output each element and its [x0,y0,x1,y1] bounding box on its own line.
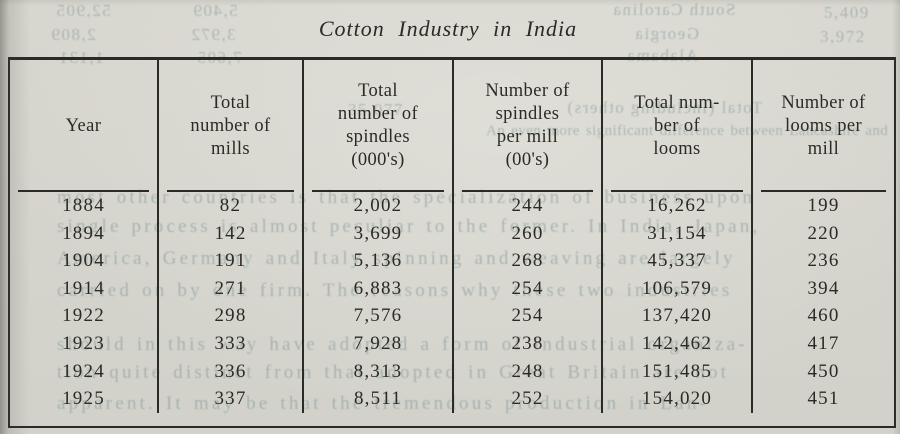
table-cell: 82 [159,192,304,220]
table-cell: 1922 [10,302,159,330]
table-cell: 298 [159,302,304,330]
table-cell: 142,462 [603,329,753,358]
table-cell: 1894 [10,219,159,248]
header-cell-total-mills: Total number of mills [159,60,304,192]
bleed-text: 35,077 [348,100,404,119]
table-cell: 31,154 [603,219,753,248]
table-cell: 7,928 [304,329,454,358]
table-cell: 106,579 [603,274,753,303]
table-cell: 8,313 [304,357,454,386]
header-cell-looms-per-mill: Number of looms per mill [753,60,894,192]
table-cell: 3,699 [304,219,454,248]
table-cell: 271 [159,274,304,303]
ghost-paragraph-line: apparent. It may be that the tremendous … [57,393,710,414]
table-cell: 1904 [10,247,159,275]
table-cell: 238 [454,329,603,358]
table-cell: 5,136 [304,247,454,275]
table-cell: 336 [159,357,304,386]
table-row: 1922 298 7,576 254 137,420 460 [10,302,894,330]
table-row: 1904 191 5,136 268 45,337 236 [10,247,894,275]
table-cell: 333 [159,329,304,358]
table-cell: 8,511 [304,385,454,413]
table-title: Cotton Industry in India [318,16,578,41]
table-cell: 337 [159,385,304,413]
table-cell: 260 [454,219,603,248]
table-cell: 199 [807,195,840,216]
table-cell: 1924 [10,357,159,386]
table-cell: 248 [454,357,603,386]
table-cell: 142 [159,219,304,248]
table-cell: 1925 [10,385,159,413]
cotton-industry-table: Year Total number of mills Total number … [8,57,896,428]
table-cell: 2,002 [304,192,454,220]
table-cell: 244 [454,192,603,220]
table-cell: 236 [807,250,840,272]
ghost-paragraph-line: carried on by one firm. The reasons why … [57,280,733,301]
header-cell-year: Year [10,60,159,192]
table-header-row: Year Total number of mills Total number … [10,60,894,192]
table-cell: 154,020 [603,385,753,413]
table-cell: 451 [807,388,840,410]
header-cell-total-spindles: Total number of spindles (000's) [304,60,454,192]
bleed-text: 3,972 [820,27,866,46]
table-row: 1884 82 2,002 244 16,262 199 [10,192,894,220]
ghost-paragraph-line: should in this way have adopted a form o… [57,334,748,355]
bleed-text: 5,409 [824,3,870,22]
table-cell: 252 [454,385,603,413]
table-cell: 191 [159,247,304,275]
ghost-paragraph-line: most other countries is that the special… [57,187,756,208]
header-cell-spindles-per-mill: Number of spindles per mill (00's) [454,60,603,192]
table-cell: 254 [454,274,603,303]
table-cell: 1914 [10,274,159,303]
table-cell: 45,337 [603,247,753,275]
table-cell: 137,420 [603,302,753,330]
header-cell-total-looms: Total num- ber of looms [603,60,753,192]
table-cell: 16,262 [603,192,753,220]
table-cell: 450 [807,360,840,382]
table-cell: 460 [807,305,840,327]
table-cell: 1884 [10,192,159,220]
table-cell: 1923 [10,329,159,358]
table-row: 1894 142 3,699 260 31,154 220 [10,219,894,248]
table-row: 1923 333 7,928 238 142,462 417 [10,329,894,358]
table-row: 1924 336 8,313 248 151,485 450 [10,357,894,386]
table-row: 1914 271 6,883 254 106,579 394 [10,274,894,303]
table-cell: 7,576 [304,302,454,330]
ghost-paragraph-line: An even more significant difference betw… [486,123,889,139]
table-cell: 220 [807,222,840,244]
ghost-paragraph-line: America, Germany and Italy spinning and … [57,248,736,269]
table-cell: 6,883 [304,274,454,303]
table-cell: 268 [454,247,603,275]
table-cell: 417 [807,332,840,354]
table-row: 1925 337 8,511 252 154,020 451 [10,385,894,413]
ghost-paragraph-line: single process is almost peculiar to the… [57,216,761,237]
ghost-paragraph-line: tion quite distinct from that adopted in… [57,362,730,383]
table-cell: 394 [807,277,840,299]
table-body: 1884 82 2,002 244 16,262 199 1894 142 3,699 260 31… [10,192,894,413]
table-cell: 254 [454,302,603,330]
table-cell: 151,485 [603,357,753,386]
